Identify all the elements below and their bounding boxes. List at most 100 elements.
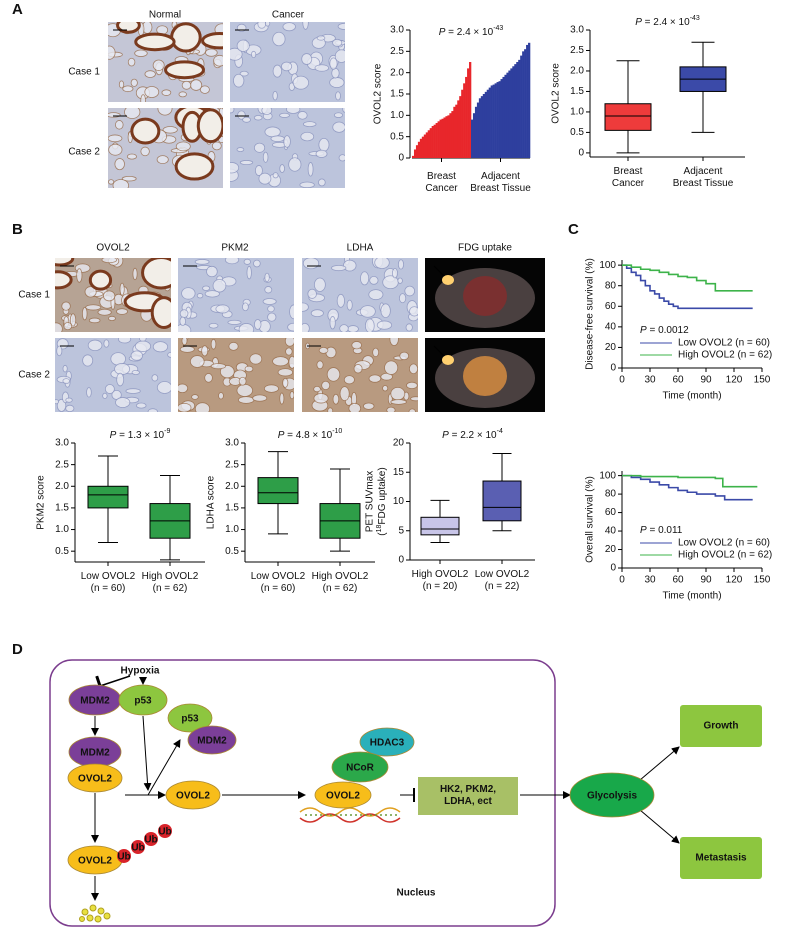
- y-tick-label: 40: [605, 321, 617, 332]
- row-label: Case 1: [68, 67, 100, 78]
- cell-space: [104, 384, 115, 394]
- y-axis-label: Overall survival (%): [585, 476, 596, 563]
- bar: [465, 76, 468, 158]
- bar: [412, 155, 415, 158]
- cell-space: [327, 407, 334, 412]
- cell-space: [114, 363, 131, 375]
- y-tick-label: 3.0: [55, 438, 69, 449]
- node-shape: [331, 751, 389, 783]
- cell-space: [124, 108, 141, 119]
- cell-space: [65, 404, 75, 412]
- node-label: NCoR: [346, 763, 375, 774]
- cell-space: [332, 121, 345, 133]
- text-line: Adjacent: [481, 171, 520, 182]
- cell-space: [178, 323, 192, 332]
- cell-space: [302, 322, 310, 332]
- p-symbol: P: [110, 430, 117, 441]
- cell-space: [264, 286, 273, 294]
- cell-space: [360, 271, 370, 286]
- cell-space: [249, 353, 263, 365]
- y-axis-label: Disease-free survival (%): [585, 258, 596, 370]
- text-line: High OVOL2: [142, 571, 199, 582]
- cell-space: [230, 108, 235, 114]
- text-line: Breast: [427, 171, 456, 182]
- cell-space: [62, 364, 68, 373]
- cell-space: [346, 299, 353, 311]
- node-shape: [118, 684, 168, 716]
- cell-space: [242, 116, 251, 123]
- pet-image: [425, 338, 545, 412]
- cell-space: [204, 373, 213, 383]
- cell-space: [301, 53, 313, 65]
- x-tick-label: Adjacent Breast Tissue: [470, 171, 531, 194]
- cell-space: [339, 324, 349, 332]
- bar: [453, 106, 456, 158]
- pet-hotspot: [442, 355, 454, 365]
- cell-space: [108, 134, 123, 143]
- cell-space: [191, 394, 199, 400]
- bar: [506, 72, 509, 158]
- y-tick-label: 0: [610, 363, 616, 374]
- y-tick-label: 0: [398, 153, 404, 164]
- cell-space: [318, 178, 326, 187]
- y-tick-label: 100: [599, 260, 616, 271]
- text-line: (n = 60): [261, 583, 296, 594]
- cell-space: [76, 268, 83, 283]
- node-label: OVOL2: [78, 774, 112, 785]
- cell-space: [279, 392, 285, 405]
- bar: [467, 68, 470, 158]
- cell-space: [85, 304, 102, 311]
- cell-space: [283, 135, 291, 148]
- cell-space: [272, 90, 278, 101]
- cell-space: [302, 258, 320, 270]
- node-label: p53: [181, 714, 199, 725]
- bar: [413, 149, 417, 158]
- micrograph: [55, 338, 171, 412]
- cell-space: [390, 399, 407, 405]
- x-tick-label: Low OVOL2 (n = 22): [475, 569, 530, 592]
- cell-space: [404, 285, 416, 297]
- cell-space: [369, 275, 379, 285]
- cell-space: [263, 384, 279, 393]
- cell-space: [409, 306, 418, 317]
- p-symbol: P: [439, 27, 446, 38]
- cell-space: [219, 365, 235, 379]
- y-tick-label: 100: [599, 470, 616, 481]
- micrograph: [178, 338, 294, 412]
- node-label: MDM2: [80, 696, 110, 707]
- node-label: Glycolysis: [587, 791, 637, 802]
- y-tick-label: 2.5: [390, 46, 404, 57]
- bar: [471, 119, 474, 158]
- cell-space: [130, 78, 138, 87]
- node-label: OVOL2: [326, 791, 360, 802]
- text-line: Cancer: [612, 178, 645, 189]
- y-tick-label: 1.5: [55, 503, 69, 514]
- cell-space: [224, 258, 240, 265]
- annotation: P = 2.4 × 10-43: [439, 25, 504, 38]
- cell-space: [254, 319, 262, 330]
- cell-space: [297, 111, 308, 120]
- cell-space: [264, 272, 270, 282]
- cell-space: [329, 316, 336, 330]
- cell-space: [238, 323, 255, 332]
- cell-space: [253, 259, 261, 268]
- y-tick-label: 2.5: [55, 459, 69, 470]
- bar: [419, 138, 423, 158]
- y-tick-label: 0: [610, 563, 616, 574]
- node-label: MDM2: [80, 748, 110, 759]
- text-line: (n = 20): [423, 581, 458, 592]
- cell-space: [84, 286, 97, 298]
- y-tick-label: 0.5: [225, 546, 239, 557]
- legend-label: Low OVOL2 (n = 60): [678, 338, 770, 349]
- micrograph: [230, 108, 345, 188]
- cell-space: [194, 259, 210, 265]
- cell-space: [318, 346, 329, 354]
- cell-space: [288, 157, 302, 172]
- x-tick-label: 0: [619, 575, 625, 586]
- cell-space: [405, 323, 413, 332]
- cell-space: [147, 408, 158, 412]
- cell-space: [380, 303, 391, 319]
- node-label: Ub: [117, 852, 130, 863]
- pet-image: [425, 258, 545, 332]
